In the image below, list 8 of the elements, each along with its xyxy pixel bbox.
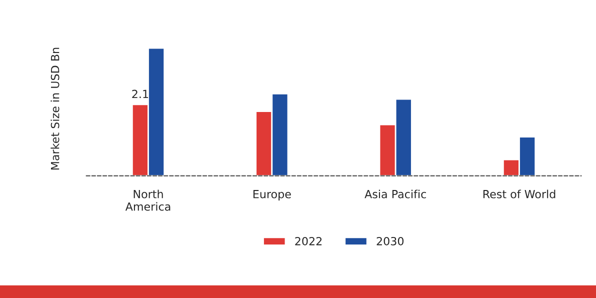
x-tick-label: Asia Pacific (364, 190, 426, 198)
legend-label: 2030 (376, 236, 404, 246)
legend-label: 2022 (295, 236, 322, 246)
x-tick-label: Rest of World (483, 190, 556, 198)
y-axis-title: Market Size in USD Bn (50, 48, 60, 170)
x-tick-label: North America (125, 190, 170, 211)
data-label: 2.1 (132, 90, 148, 98)
x-tick-label: Europe (253, 190, 291, 200)
